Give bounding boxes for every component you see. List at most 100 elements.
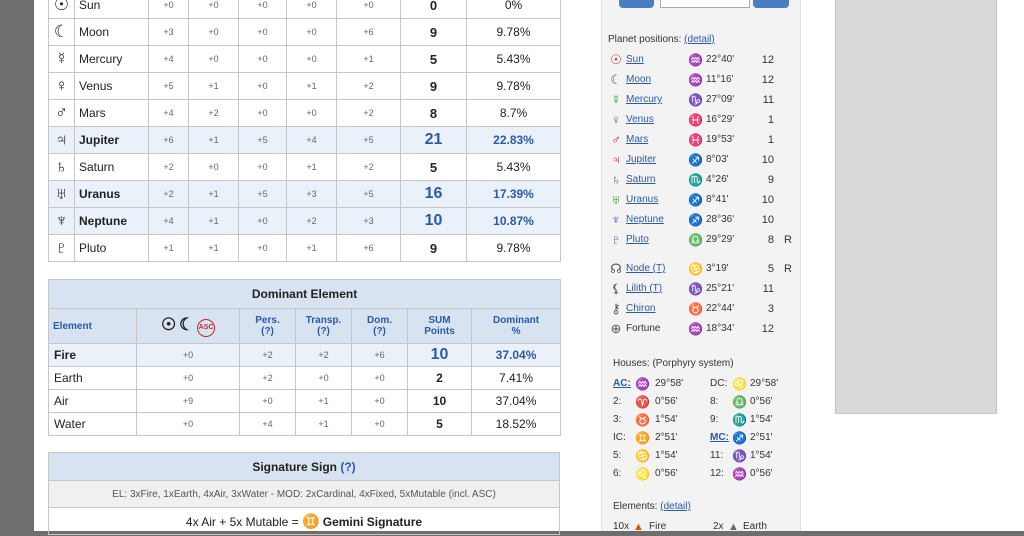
top-field[interactable] (660, 0, 750, 8)
signature-info: EL: 3xFire, 1xEarth, 4xAir, 3xWater - MO… (48, 480, 560, 508)
score-cell: +0 (136, 412, 240, 436)
score-cell: +1 (188, 72, 239, 100)
score-cell: +2 (336, 99, 401, 127)
position-row: ☿ Mercury ♑ 27°09' 11 (608, 90, 798, 110)
sum-points: 5 (400, 153, 467, 181)
dominant-element-table: Dominant Element Element ☉ ☾ ASC Pers. (?… (47, 279, 562, 436)
position-link[interactable]: Jupiter (626, 154, 657, 165)
planet-row: ♅ Uranus +2 +1 +5 +3 +5 16 17.39% (48, 180, 561, 208)
position-name: Sun (626, 50, 644, 70)
zodiac-sign-icon: ♌ (635, 467, 650, 481)
score-cell: +2 (286, 207, 337, 235)
elements-detail-link[interactable]: (detail) (660, 501, 691, 512)
signature-help-link[interactable]: (?) (340, 459, 356, 474)
col-dom: Dom. (?) (351, 308, 408, 344)
planet-symbol-icon: ♆ (48, 207, 75, 235)
top-right-button[interactable] (753, 0, 789, 8)
position-house: 10 (761, 194, 774, 206)
zodiac-sign-icon: ♒ (732, 467, 747, 481)
top-left-button[interactable] (619, 0, 654, 8)
house-degree: 0°56' (750, 468, 773, 479)
position-link[interactable]: Chiron (626, 303, 656, 314)
position-degree: 22°40' (706, 54, 735, 65)
position-row: ♆ Neptune ♐ 28°36' 10 (608, 210, 798, 230)
position-link[interactable]: Lilith (T) (626, 283, 663, 294)
dominant-percent: 17.39% (466, 180, 561, 208)
score-cell: +0 (238, 99, 287, 127)
position-degree: 18°34' (706, 323, 735, 334)
score-cell: +2 (239, 366, 296, 390)
position-row: ⚸ Lilith (T) ♑ 25°21' 11 (608, 279, 798, 299)
score-cell: +3 (148, 18, 189, 46)
position-link[interactable]: Pluto (626, 234, 649, 245)
planet-name: Pluto (74, 234, 149, 262)
planet-name: Uranus (74, 180, 149, 208)
score-cell: +5 (238, 180, 287, 208)
zodiac-sign-icon: ♉ (688, 302, 703, 316)
position-row: ♇ Pluto ♎ 29°29' 8 R (608, 230, 798, 250)
col-dominant: Dominant% (470, 308, 562, 344)
sum-points: 9 (400, 234, 467, 262)
score-cell: +0 (188, 0, 239, 19)
position-row: ☊ Node (T) ♋ 3°19' 5 R (608, 259, 798, 279)
element-name: Fire (48, 343, 137, 367)
position-name: Pluto (626, 230, 649, 250)
position-link[interactable]: Mars (626, 134, 649, 145)
position-name: Moon (626, 70, 651, 90)
position-link[interactable]: Mercury (626, 94, 663, 105)
position-house: 1 (767, 134, 774, 146)
sum-points: 0 (400, 0, 467, 19)
house-row: AC: ♒ 29°58' DC: ♌ 29°58' (613, 375, 793, 393)
planet-positions-detail-link[interactable]: (detail) (684, 34, 715, 45)
zodiac-sign-icon: ♑ (688, 282, 703, 296)
position-link[interactable]: Node (T) (626, 263, 666, 274)
zodiac-sign-icon: ♐ (688, 193, 703, 207)
planet-symbol-icon: ♇ (48, 234, 75, 262)
score-cell: +0 (238, 72, 287, 100)
pers-help-link[interactable]: (?) (261, 326, 274, 337)
position-link[interactable]: Venus (626, 114, 654, 125)
score-cell: +1 (295, 389, 352, 413)
position-link[interactable]: Moon (626, 74, 652, 85)
planet-symbol-icon: ♃ (48, 126, 75, 154)
score-cell: +2 (148, 180, 189, 208)
planet-name: Saturn (74, 153, 149, 181)
house-label[interactable]: MC: (710, 432, 729, 443)
transp-help-link[interactable]: (?) (317, 326, 330, 337)
position-link[interactable]: Sun (626, 54, 644, 65)
sum-points: 9 (400, 72, 467, 100)
position-link[interactable]: Saturn (626, 174, 656, 185)
dominant-percent: 9.78% (466, 234, 561, 262)
planet-symbol-icon: ♂ (48, 99, 75, 127)
house-degree: 0°56' (750, 396, 773, 407)
house-label[interactable]: AC: (613, 378, 631, 389)
position-link[interactable]: Uranus (626, 194, 659, 205)
planet-glyph-icon: ♅ (611, 192, 621, 207)
signature-result: 4x Air + 5x Mutable = ♊ Gemini Signature (48, 507, 560, 535)
zodiac-sign-icon: ♐ (688, 153, 703, 167)
position-link[interactable]: Neptune (626, 214, 664, 225)
planet-glyph-icon: ⊕ (610, 321, 622, 336)
score-cell: +0 (238, 0, 287, 19)
position-degree: 29°29' (706, 234, 735, 245)
score-cell: +0 (286, 45, 337, 73)
score-cell: +1 (336, 45, 401, 73)
zodiac-sign-icon: ♋ (635, 449, 650, 463)
planet-glyph-icon: ☿ (611, 92, 621, 107)
dom-help-link[interactable]: (?) (373, 326, 386, 337)
position-degree: 27°09' (706, 94, 735, 105)
sum-points: 8 (400, 99, 467, 127)
score-cell: +1 (286, 72, 337, 100)
house-degree: 29°58' (655, 378, 684, 389)
planet-name: Sun (74, 0, 149, 19)
planet-row: ♄ Saturn +2 +0 +0 +1 +2 5 5.43% (48, 153, 561, 181)
house-label: 8: (710, 396, 719, 407)
zodiac-sign-icon: ♑ (732, 449, 747, 463)
house-degree: 0°56' (655, 396, 678, 407)
gemini-icon: ♊ (301, 512, 320, 529)
sum-points: 9 (400, 18, 467, 46)
position-house: 12 (761, 54, 774, 66)
house-label: 2: (613, 396, 622, 407)
score-cell: +2 (239, 343, 296, 367)
chart-info-box: Planet positions: (detail) ☉ Sun ♒ 22°40' 12… (601, 0, 801, 533)
